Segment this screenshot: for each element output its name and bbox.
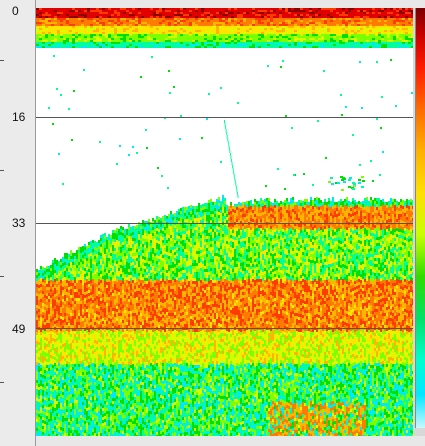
frame-bottom-border — [36, 436, 425, 446]
ruler-tick — [0, 170, 4, 171]
depth-label-33: 33 — [12, 216, 26, 230]
echogram-returns — [36, 8, 413, 436]
depth-grid-line-49 — [36, 328, 413, 329]
echogram-display[interactable] — [36, 8, 413, 436]
depth-label-16: 16 — [12, 110, 26, 124]
ruler-tick — [0, 276, 4, 277]
color-scale-bar — [415, 8, 425, 428]
depth-grid-line-33 — [36, 223, 413, 224]
ruler-tick — [0, 382, 4, 383]
frame-top-border — [36, 0, 425, 8]
depth-ruler: 0 16 33 49 — [0, 0, 36, 446]
depth-label-49: 49 — [12, 322, 26, 336]
depth-label-0: 0 — [12, 4, 19, 18]
ruler-tick — [0, 60, 4, 61]
depth-grid-line-16 — [36, 117, 413, 118]
